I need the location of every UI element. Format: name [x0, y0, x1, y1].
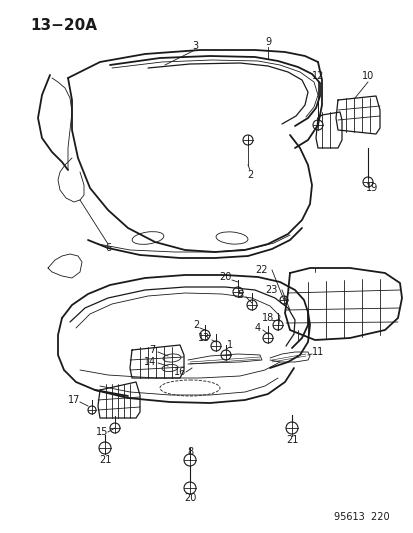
Text: 19: 19	[365, 183, 377, 193]
Text: 8: 8	[187, 447, 192, 457]
Text: 20: 20	[218, 272, 230, 282]
Text: 16: 16	[173, 367, 186, 377]
Text: 14: 14	[144, 357, 156, 367]
Text: 3: 3	[192, 41, 197, 51]
Text: 21: 21	[99, 455, 111, 465]
Text: 5: 5	[236, 290, 242, 300]
Text: 4: 4	[254, 323, 261, 333]
Text: 7: 7	[149, 345, 155, 355]
Text: 21: 21	[285, 435, 297, 445]
Text: 22: 22	[255, 265, 267, 275]
Text: 2: 2	[246, 170, 252, 180]
Text: 15: 15	[95, 427, 108, 437]
Text: 11: 11	[311, 347, 323, 357]
Text: 2: 2	[192, 320, 199, 330]
Text: 18: 18	[261, 313, 273, 323]
Text: 12: 12	[311, 71, 323, 81]
Text: 23: 23	[265, 285, 277, 295]
Text: 13: 13	[197, 333, 210, 343]
Text: 95613  220: 95613 220	[334, 512, 389, 522]
Text: 13−20A: 13−20A	[30, 18, 97, 33]
Text: 10: 10	[361, 71, 373, 81]
Text: 1: 1	[226, 340, 233, 350]
Text: 6: 6	[104, 243, 111, 253]
Text: 20: 20	[183, 493, 196, 503]
Text: 17: 17	[68, 395, 80, 405]
Text: 9: 9	[264, 37, 271, 47]
